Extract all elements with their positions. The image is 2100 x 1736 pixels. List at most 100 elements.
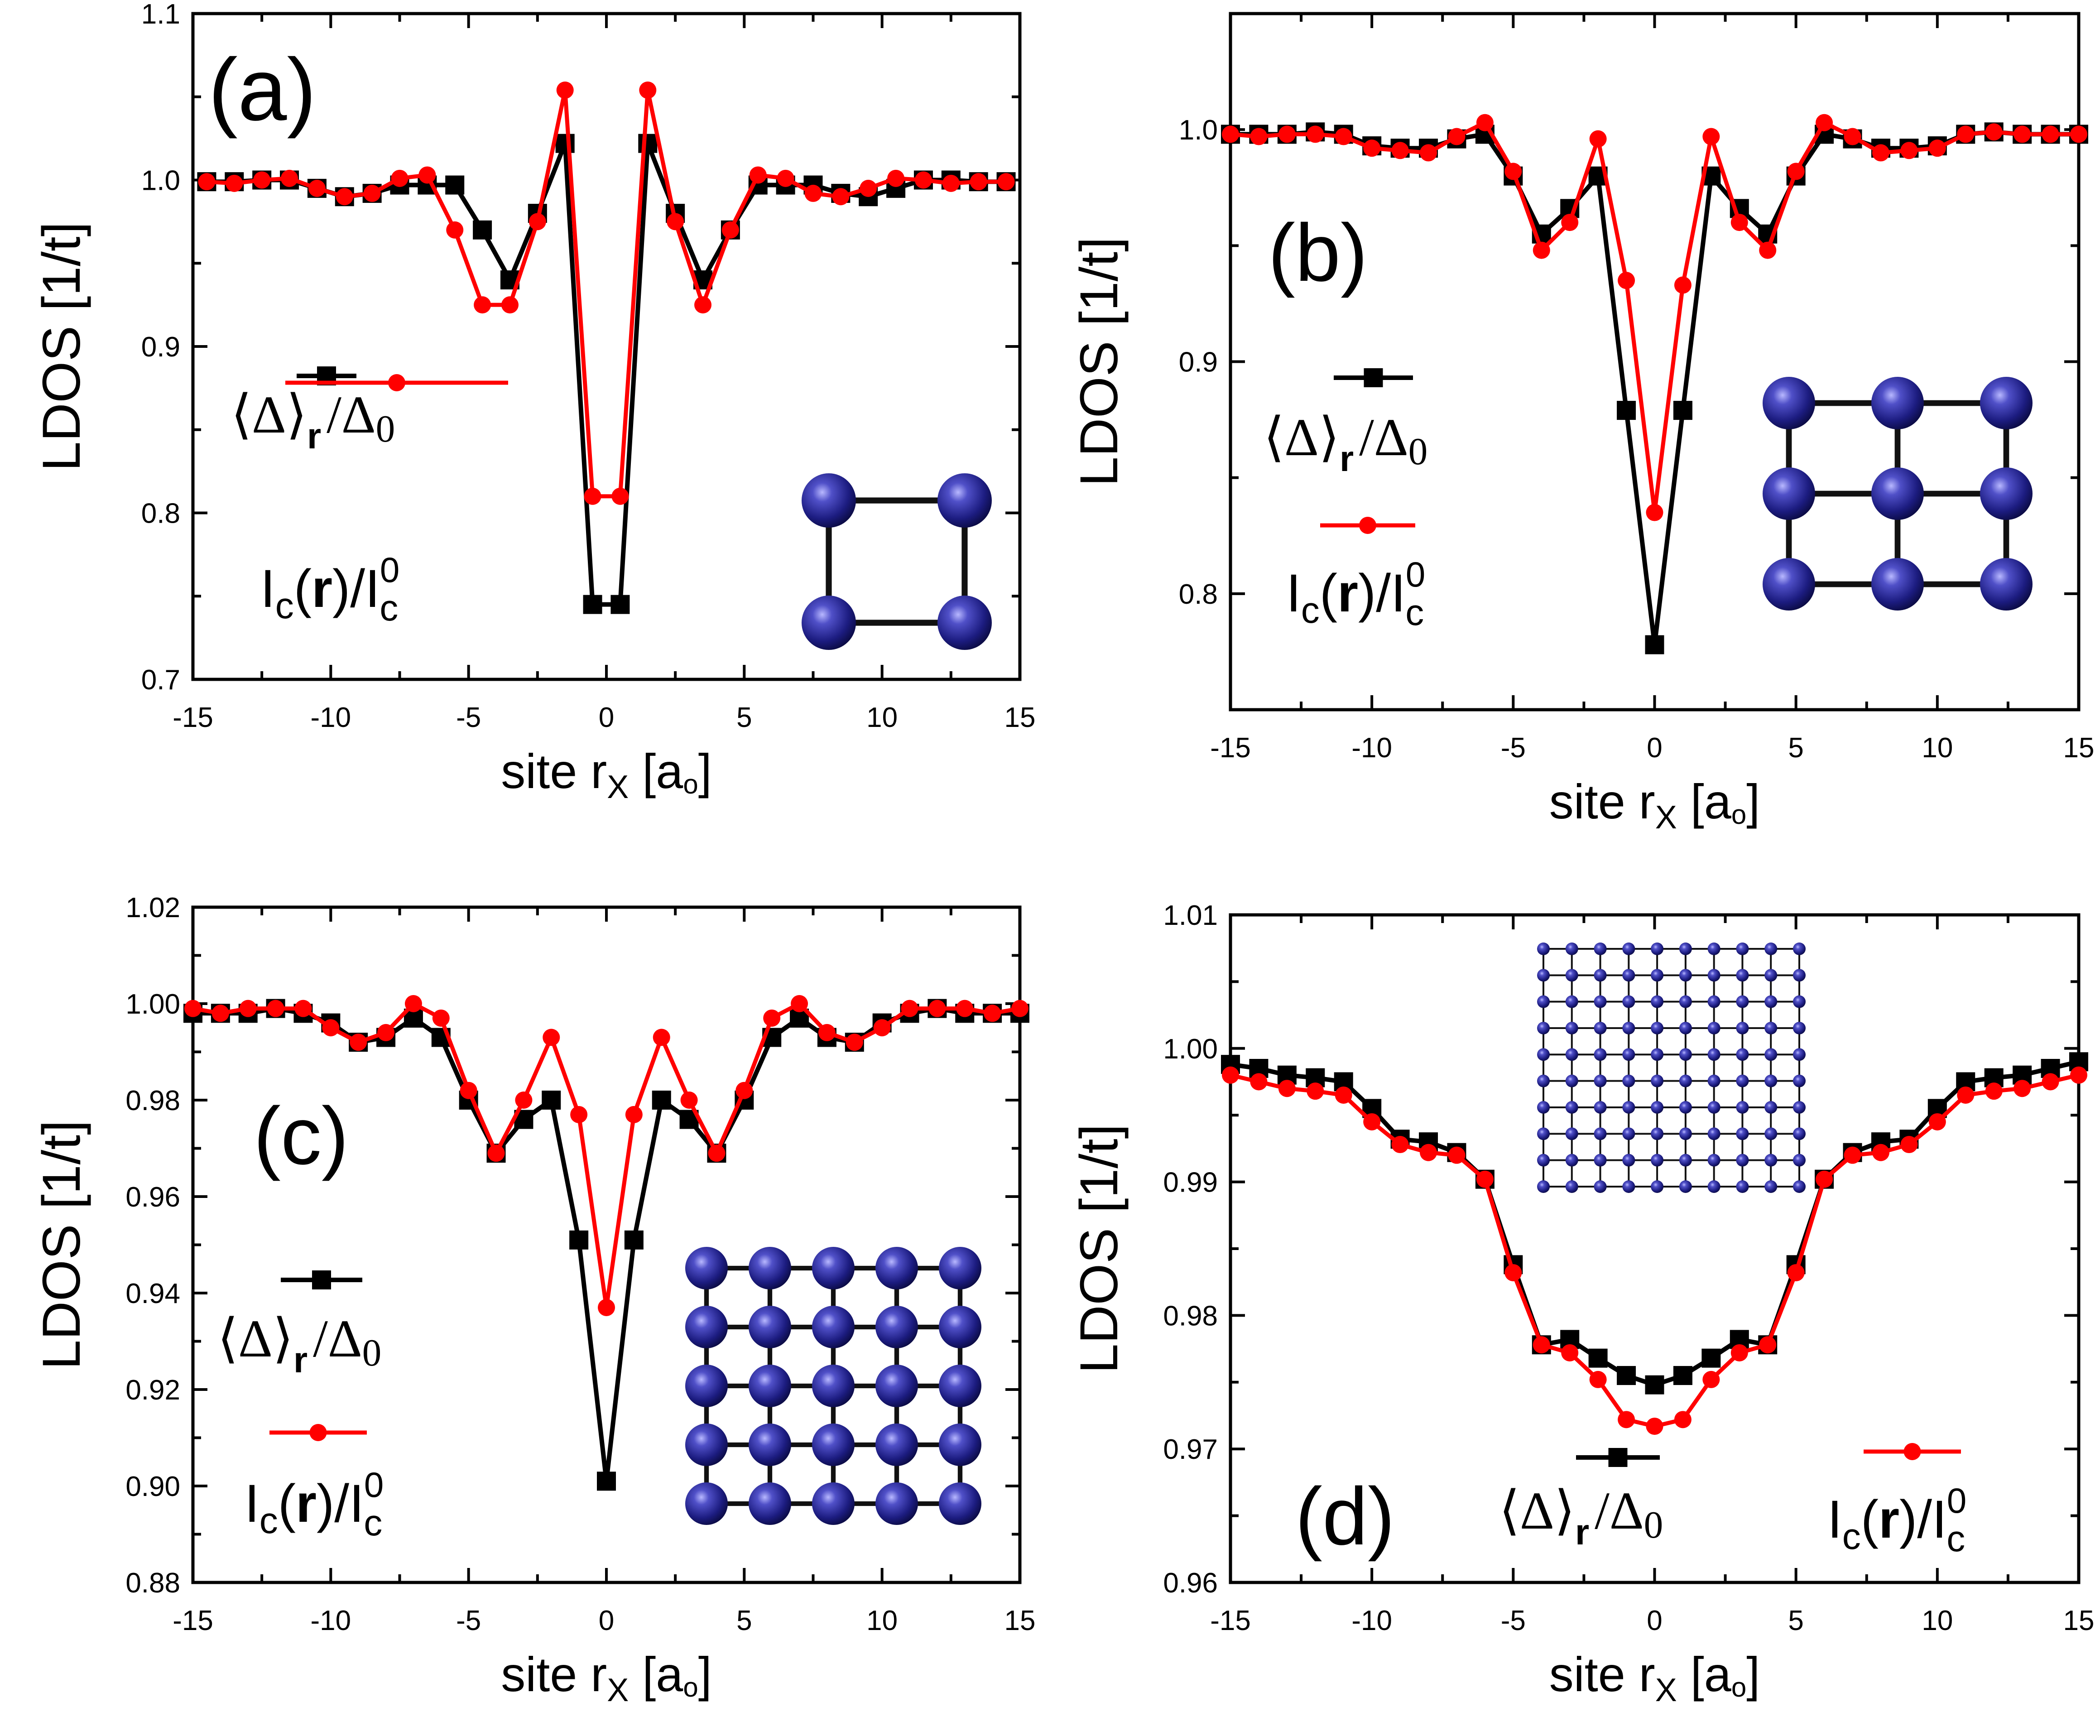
data-point-circle	[1618, 272, 1635, 289]
data-point-circle	[446, 221, 464, 239]
data-point-circle	[721, 221, 739, 239]
legend-black-label: ⟨Δ⟩r/Δ0	[217, 1309, 381, 1380]
data-point-circle	[1391, 142, 1409, 159]
lattice-atom	[1679, 995, 1692, 1008]
lattice-atom	[875, 1365, 918, 1407]
data-point-circle	[474, 296, 491, 314]
data-point-circle	[1928, 139, 1946, 157]
data-point-circle	[763, 1009, 781, 1027]
data-point-circle	[1787, 163, 1805, 180]
lattice-atom	[1622, 943, 1635, 955]
data-point-circle	[1222, 1066, 1239, 1084]
lattice-atom	[1763, 377, 1815, 429]
data-point-circle	[818, 1024, 836, 1041]
data-point-circle	[1307, 125, 1324, 143]
lattice-atom	[749, 1482, 791, 1525]
y-axis-label: LDOS [1/t]	[32, 222, 91, 471]
lattice-atom	[812, 1423, 855, 1466]
y-tick-label: 1.00	[1163, 1034, 1218, 1065]
data-point-circle	[1250, 128, 1268, 145]
y-tick-label: 0.92	[125, 1375, 180, 1406]
data-point-circle	[460, 1082, 477, 1099]
data-point-circle	[928, 1000, 946, 1017]
lattice-atom	[1871, 558, 1924, 611]
data-point-circle	[846, 1034, 863, 1051]
data-point-circle	[1589, 130, 1607, 148]
data-point-circle	[598, 1298, 615, 1316]
x-tick-label: 15	[1004, 1605, 1036, 1636]
data-point-circle	[1363, 1113, 1381, 1130]
x-axis-label: site rX [ao]	[501, 744, 712, 805]
data-point-square	[1701, 1348, 1721, 1368]
x-tick-label: -15	[1210, 1605, 1251, 1636]
data-point-circle	[653, 1029, 670, 1046]
data-point-circle	[529, 213, 546, 231]
data-point-circle	[1674, 276, 1692, 294]
data-point-circle	[1278, 1080, 1296, 1097]
x-tick-label: -15	[173, 702, 213, 733]
x-tick-label: 15	[2063, 732, 2095, 764]
lattice-atom	[1651, 943, 1664, 955]
data-point-circle	[1702, 128, 1720, 145]
data-point-circle	[1787, 1264, 1805, 1282]
lattice-atom	[1764, 995, 1778, 1008]
lattice-atom	[1565, 1180, 1578, 1193]
lattice-atom	[1594, 1101, 1607, 1114]
lattice-atom	[1594, 969, 1607, 982]
data-point-circle	[777, 169, 794, 187]
data-point-square	[652, 1091, 671, 1110]
lattice-atom	[1537, 1074, 1550, 1087]
lattice-atom	[939, 1365, 981, 1407]
lattice-inset	[685, 1247, 981, 1525]
x-tick-label: -5	[1501, 732, 1526, 764]
y-axis-label: LDOS [1/t]	[1069, 237, 1129, 486]
data-point-circle	[956, 1000, 974, 1017]
data-point-square	[445, 175, 465, 195]
data-point-circle	[1957, 125, 1975, 143]
y-tick-label: 0.7	[141, 664, 180, 696]
lattice-atom	[1736, 1154, 1749, 1167]
data-point-circle	[984, 1005, 1001, 1022]
data-point-square	[542, 1091, 561, 1110]
lattice-atom	[1736, 1048, 1749, 1061]
lattice-atom	[1594, 1048, 1607, 1061]
lattice-atom	[812, 1482, 855, 1525]
data-point-circle	[1844, 128, 1861, 145]
x-axis-label: site rX [ao]	[501, 1647, 712, 1708]
data-point-square	[1617, 1366, 1636, 1385]
lattice-atom	[1594, 1180, 1607, 1193]
lattice-atom	[1793, 995, 1806, 1008]
x-tick-label: 5	[1788, 1605, 1803, 1636]
data-point-square	[583, 595, 602, 614]
data-point-circle	[639, 82, 657, 99]
data-point-circle	[942, 174, 960, 192]
lattice-atom	[1565, 1127, 1578, 1140]
legend-red-label: Ic(r)/I0 c	[245, 1465, 384, 1544]
lattice-atom	[1707, 1180, 1720, 1193]
y-tick-label: 0.96	[125, 1182, 180, 1213]
data-point-circle	[584, 487, 601, 505]
lattice-atom	[875, 1423, 918, 1466]
data-point-circle	[791, 995, 808, 1012]
data-point-circle	[1335, 1086, 1352, 1104]
lattice-atom	[802, 596, 856, 650]
lattice-atom	[1594, 995, 1607, 1008]
data-point-circle	[1702, 1371, 1720, 1388]
lattice-atom	[1736, 1180, 1749, 1193]
lattice-atom	[1679, 1154, 1692, 1167]
data-point-circle	[914, 171, 932, 189]
lattice-atom	[875, 1306, 918, 1348]
data-point-circle	[2070, 125, 2087, 143]
y-tick-label: 1.01	[1163, 900, 1218, 931]
x-axis-label: site rX [ao]	[1549, 1647, 1760, 1708]
lattice-atom	[1679, 943, 1692, 955]
data-point-circle	[556, 82, 574, 99]
lattice-atom	[1565, 995, 1578, 1008]
data-point-square	[1673, 1366, 1692, 1385]
lattice-atom	[1707, 969, 1720, 982]
data-point-circle	[1561, 1344, 1579, 1361]
lattice-atom	[1622, 969, 1635, 982]
